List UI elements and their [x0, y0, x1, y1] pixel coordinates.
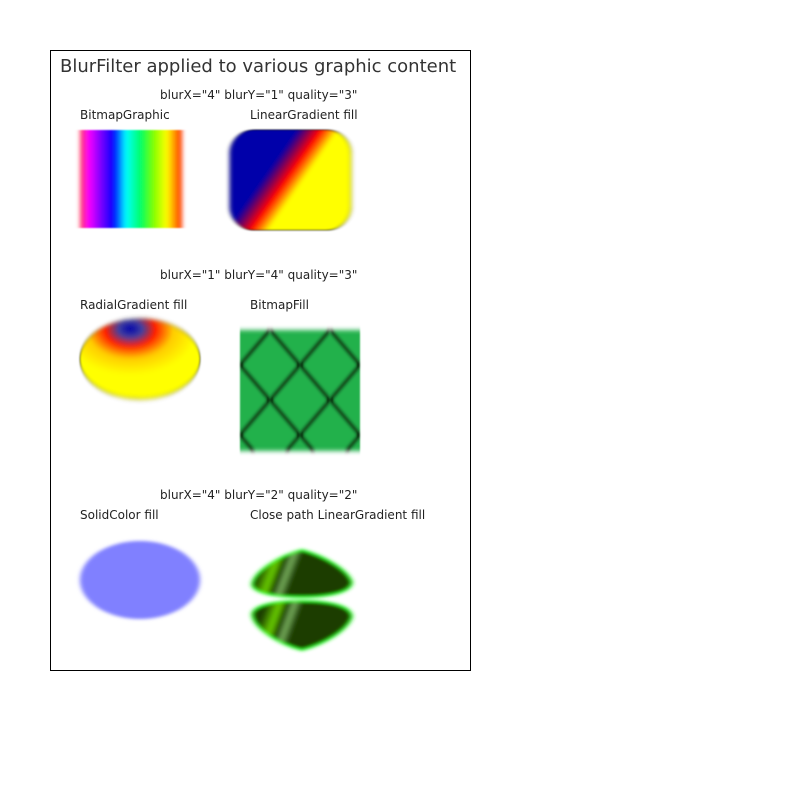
solid-color-label: SolidColor fill [80, 508, 159, 522]
close-path-shape [250, 548, 354, 652]
close-path-label: Close path LinearGradient fill [250, 508, 426, 522]
bitmap-fill-label: BitmapFill [250, 298, 309, 312]
filter-label-2: blurX="1" blurY="4" quality="3" [160, 268, 358, 282]
linear-gradient-shape [229, 129, 352, 231]
bitmap-graphic-label: BitmapGraphic [80, 108, 170, 122]
linear-gradient-label: LinearGradient fill [250, 108, 358, 122]
filter-label-3: blurX="4" blurY="2" quality="2" [160, 488, 358, 502]
filter-label-1: blurX="4" blurY="1" quality="3" [160, 88, 358, 102]
bitmap-graphic [80, 130, 182, 228]
radial-gradient-label: RadialGradient fill [80, 298, 188, 312]
bitmap-fill-shape [240, 330, 360, 451]
radial-gradient-shape [79, 318, 201, 400]
solid-color-shape [80, 541, 200, 619]
page-title: BlurFilter applied to various graphic co… [60, 56, 457, 77]
